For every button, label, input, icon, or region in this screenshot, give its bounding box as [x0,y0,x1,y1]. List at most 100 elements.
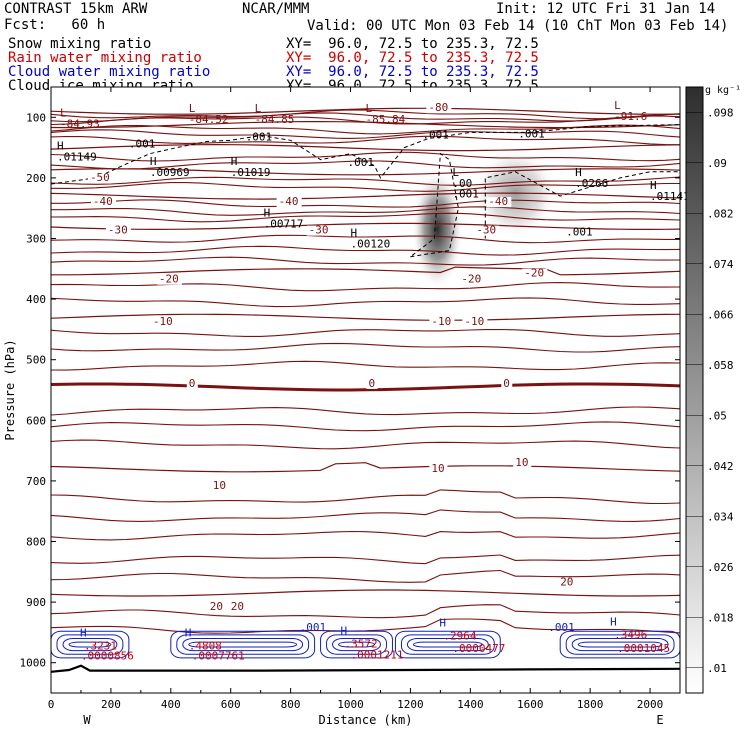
isotherm-label: -20 [159,273,179,286]
isotherm-label: -20 [461,273,481,286]
isotherm-label: -30 [309,224,329,237]
high-low-value: .01149 [57,151,97,164]
cloud-water-high-mark: H [610,615,617,628]
isotherm-label-bg [150,317,176,328]
cloud-ice-label: .001 [129,138,156,151]
right-endpoint-label: E [656,713,663,727]
cloud-water-label: .4808 [189,639,222,652]
isotherm-label-bg [459,274,485,285]
y-tick-label: 400 [26,293,46,306]
isotherm-label-bg [513,457,532,468]
isotherm-line [50,406,681,416]
high-low-mark: H [351,226,358,239]
rain-label: .0007761 [192,650,245,663]
init-time: Init: 12 UTC Fri 31 Jan 14 [496,1,716,17]
isotherm-label-bg [501,378,513,389]
x-tick-label: 1800 [577,698,604,711]
cloud-water-contour [571,637,669,652]
high-low-value: .01141 [650,190,690,203]
y-tick-label: 1000 [20,657,47,670]
isotherm-line [50,604,681,619]
isotherm-line [50,439,681,450]
isotherm-line [50,256,681,266]
snow-shading-max [411,169,464,290]
field-xy-rain: XY= 96.0, 72.5 to 235.3, 72.5 [286,50,539,66]
x-tick-label: 1200 [397,698,424,711]
high-low-mark: L [255,102,262,115]
cloud-ice-contour [410,152,459,258]
colorbar-tick-label: .082 [707,207,734,220]
high-low-mark: H [57,140,64,153]
rain-label: .0000856 [81,650,134,663]
cloud-water-contour [68,641,112,648]
isotherm-line [50,129,681,139]
center-name: NCAR/MMM [242,1,310,17]
isotherm-line [50,182,680,192]
isotherm-line [51,199,681,208]
isotherm-line [50,135,681,146]
rain-label: .0000477 [452,642,505,655]
colorbar-tick-label: .058 [707,359,734,372]
cloud-water-label: .001 [300,621,327,634]
isotherm-line [50,530,681,541]
isotherm-label: 0 [189,377,196,390]
isotherm-line--30 [50,222,681,231]
high-low-mark: H [264,206,271,219]
high-low-mark: H [650,179,657,192]
colorbar-tick-label: .05 [707,409,727,422]
left-endpoint-label: W [83,713,91,727]
high-low-value: .01019 [231,166,271,179]
high-low-value: .00717 [264,217,304,230]
cloud-water-contour [182,637,304,652]
high-low-mark: H [150,155,157,168]
isotherm-line [50,489,681,505]
field-name-rain: Rain water mixing ratio [8,50,202,66]
cloud-ice-contour [484,171,680,239]
isotherm-line--80 [50,107,680,115]
forecast-hour: Fcst: 60 h [4,17,106,33]
isotherm-label-bg [366,378,378,389]
high-low-value: -84.52 [189,113,229,126]
isotherm-label: 20 [210,600,223,613]
cloud-ice-label: .001 [566,225,593,238]
isotherm-label-bg [186,378,198,389]
isotherm-label: -50 [90,171,110,184]
isotherm-line [50,151,681,162]
isotherm-label: -20 [524,267,544,280]
surface-line [50,664,681,673]
y-tick-label: 200 [26,172,46,185]
y-tick-label: 600 [26,414,46,427]
isotherm-label: -80 [428,101,448,114]
isotherm-line [50,109,681,120]
isotherm-line-20 [50,589,681,597]
isotherm-label-bg [462,317,488,328]
isotherm-line [50,328,681,337]
cloud-water-contour [176,634,310,655]
high-low-value: .00 [452,177,472,190]
y-tick-label: 100 [26,111,46,124]
high-low-value: -84.93 [60,117,100,130]
isotherm-label-bg [474,225,500,236]
cloud-water-label: .3496 [614,628,647,641]
isotherm-label: 20 [560,576,573,589]
isotherm-label-bg [210,480,229,491]
high-low-value: -84.85 [255,113,295,126]
cloud-water-high-mark: H [185,626,192,639]
isotherm-line [50,509,681,522]
isotherm-line [51,206,681,216]
colorbar-tick-label: .066 [707,308,734,321]
cloud-water-high-mark: H [341,625,348,638]
y-axis-label: Pressure (hPa) [3,339,17,440]
x-tick-label: 1000 [337,698,364,711]
colorbar-tick-label: .074 [707,258,734,271]
high-low-value: .00120 [351,237,391,250]
high-low-value: -85.84 [366,113,406,126]
isotherm-label-bg [228,601,247,612]
field-name-snow: Snow mixing ratio [8,36,152,52]
isotherm-line [50,234,680,244]
x-tick-label: 2000 [637,698,664,711]
high-low-mark: L [452,166,459,179]
isotherm-label: -10 [431,315,451,328]
isotherm-label-bg [426,103,452,114]
